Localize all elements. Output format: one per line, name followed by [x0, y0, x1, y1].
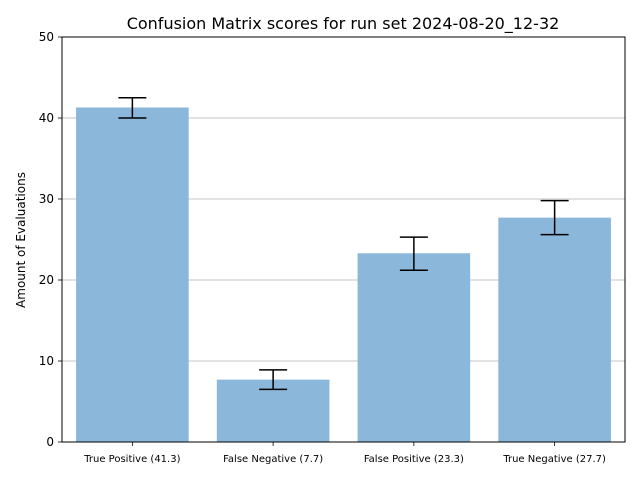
bar [357, 253, 471, 442]
bar [498, 217, 611, 442]
y-tick-labels: 0 10 20 30 40 50 [39, 30, 54, 449]
y-tick-label: 10 [39, 354, 54, 368]
plot-frame [61, 36, 626, 443]
y-tick-label: 0 [46, 435, 54, 449]
chart-title: Confusion Matrix scores for run set 2024… [127, 14, 560, 34]
y-axis-label: Amount of Evaluations [14, 172, 28, 308]
error-bars [118, 97, 569, 391]
x-tick-label: False Positive (23.3) [364, 454, 464, 465]
bars [76, 107, 611, 442]
y-tick-label: 50 [39, 30, 54, 44]
x-tick-label: True Negative (27.7) [502, 454, 606, 465]
y-tick-label: 40 [39, 111, 54, 125]
y-tick-label: 30 [39, 192, 54, 206]
x-tick-label: False Negative (7.7) [223, 454, 323, 465]
y-tick-label: 20 [39, 273, 54, 287]
axes [58, 36, 626, 446]
x-tick-labels: True Positive (41.3) False Negative (7.7)… [83, 454, 606, 465]
bar [76, 107, 189, 442]
x-tick-label: True Positive (41.3) [83, 454, 180, 465]
